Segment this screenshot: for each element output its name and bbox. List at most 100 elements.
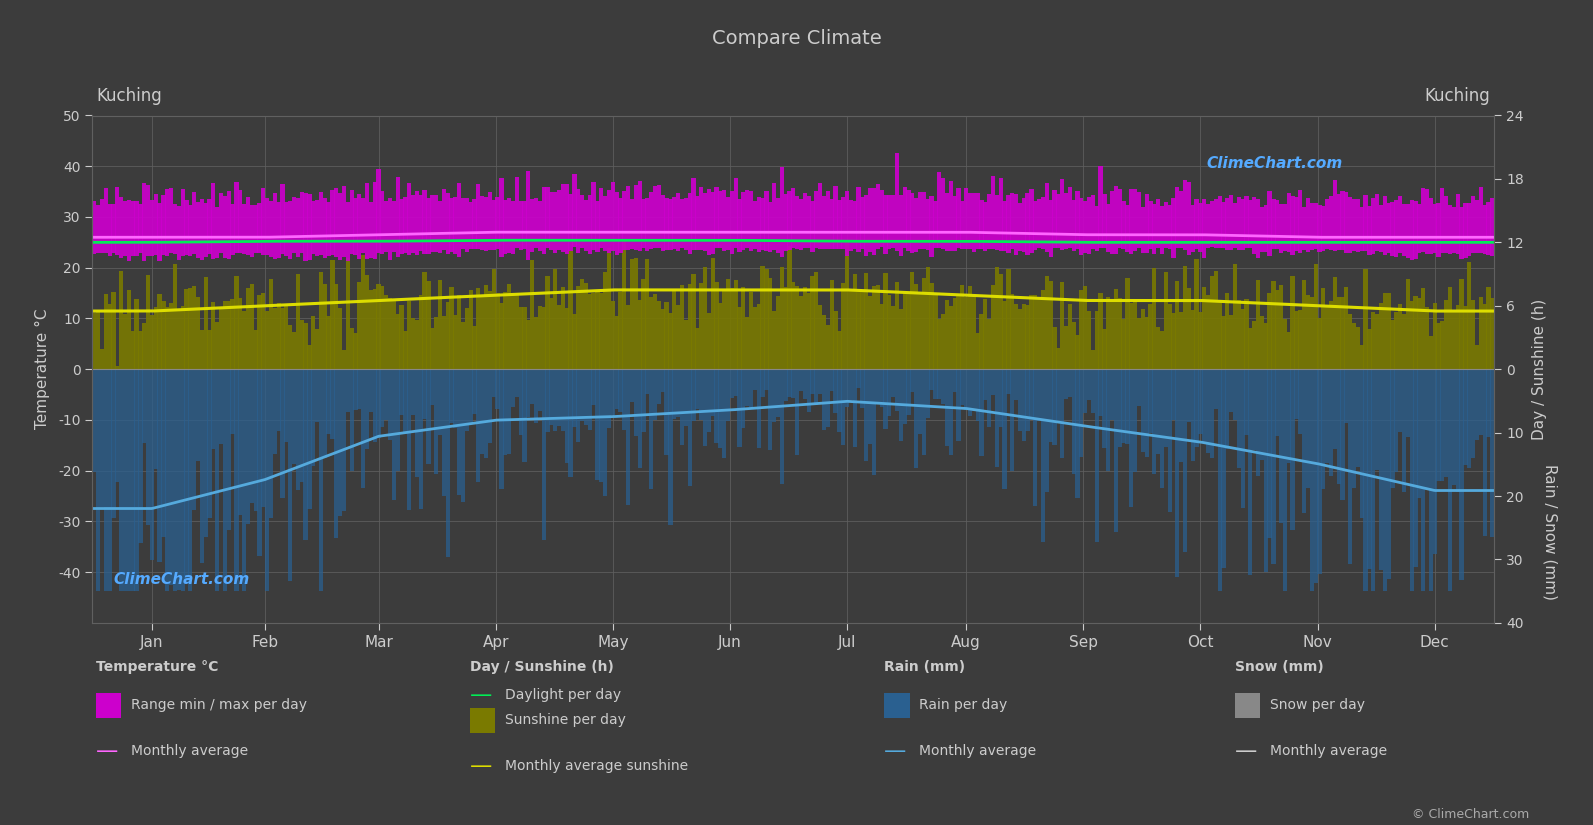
Bar [1015,194,1018,255]
Bar [852,274,857,370]
Bar [994,370,999,467]
Bar [1329,370,1333,476]
Bar [695,370,699,409]
Bar [534,317,538,370]
Bar [158,295,162,370]
Bar [683,370,688,427]
Bar [661,196,664,251]
Bar [264,370,269,592]
Bar [1118,298,1121,370]
Bar [991,285,996,370]
Bar [1405,279,1410,370]
Bar [1470,370,1475,459]
Bar [1405,204,1410,258]
Bar [1233,264,1238,370]
Bar [207,370,212,517]
Bar [1075,334,1080,370]
Bar [903,292,906,370]
Bar [1467,203,1472,256]
Bar [365,275,370,370]
Bar [787,191,792,250]
Bar [569,195,572,251]
Bar [699,283,703,370]
Bar [610,182,615,251]
Bar [1217,301,1222,370]
Bar [596,290,599,370]
Bar [1141,370,1145,452]
Bar [518,308,523,370]
Bar [161,370,166,537]
Bar [368,201,373,258]
Bar [664,302,669,370]
Bar [1337,370,1341,484]
Bar [212,183,215,259]
Bar [738,308,742,370]
Bar [1448,205,1453,254]
Bar [112,204,116,252]
Bar [269,370,272,517]
Bar [1214,370,1219,409]
Bar [1333,370,1337,450]
Bar [1067,370,1072,397]
Bar [503,292,508,370]
Bar [147,370,150,526]
Bar [757,370,761,448]
Bar [272,309,277,370]
Bar [261,188,266,255]
Bar [1333,181,1337,251]
Bar [615,316,618,370]
Bar [604,370,607,496]
Bar [833,186,838,249]
Bar [1394,313,1399,370]
Bar [680,199,683,248]
Bar [414,320,419,370]
Text: —: — [470,756,492,776]
Bar [349,370,354,471]
Bar [237,190,242,252]
Bar [691,178,696,250]
Bar [1475,345,1478,370]
Y-axis label: Day / Sunshine (h): Day / Sunshine (h) [1532,299,1547,440]
Bar [1064,326,1069,370]
Bar [1094,206,1099,252]
Bar [895,153,898,251]
Bar [1260,370,1263,460]
Bar [1086,370,1091,400]
Bar [852,370,857,446]
Bar [1233,203,1238,248]
Bar [1026,370,1029,431]
Bar [223,301,228,370]
Bar [994,195,999,251]
Bar [438,370,443,435]
Bar [1383,196,1388,255]
Bar [648,297,653,370]
Bar [476,370,481,482]
Bar [142,182,147,262]
Bar [342,370,346,511]
Bar [825,370,830,427]
Bar [465,370,468,431]
Bar [988,319,991,370]
Bar [1129,304,1133,370]
Bar [688,193,691,254]
Bar [887,370,892,416]
Bar [1209,200,1214,248]
Bar [1171,370,1176,420]
Bar [1179,312,1184,370]
Bar [699,186,703,250]
Bar [722,291,726,370]
Bar [1114,290,1118,370]
Bar [906,293,911,370]
Bar [1372,198,1375,253]
Bar [1179,191,1184,248]
Bar [634,258,637,370]
Bar [795,370,800,455]
Bar [871,370,876,475]
Bar [123,200,127,257]
Bar [242,370,247,592]
Bar [303,370,307,540]
Bar [1402,314,1407,370]
Bar [495,196,500,248]
Bar [1451,311,1456,370]
Bar [342,186,346,257]
